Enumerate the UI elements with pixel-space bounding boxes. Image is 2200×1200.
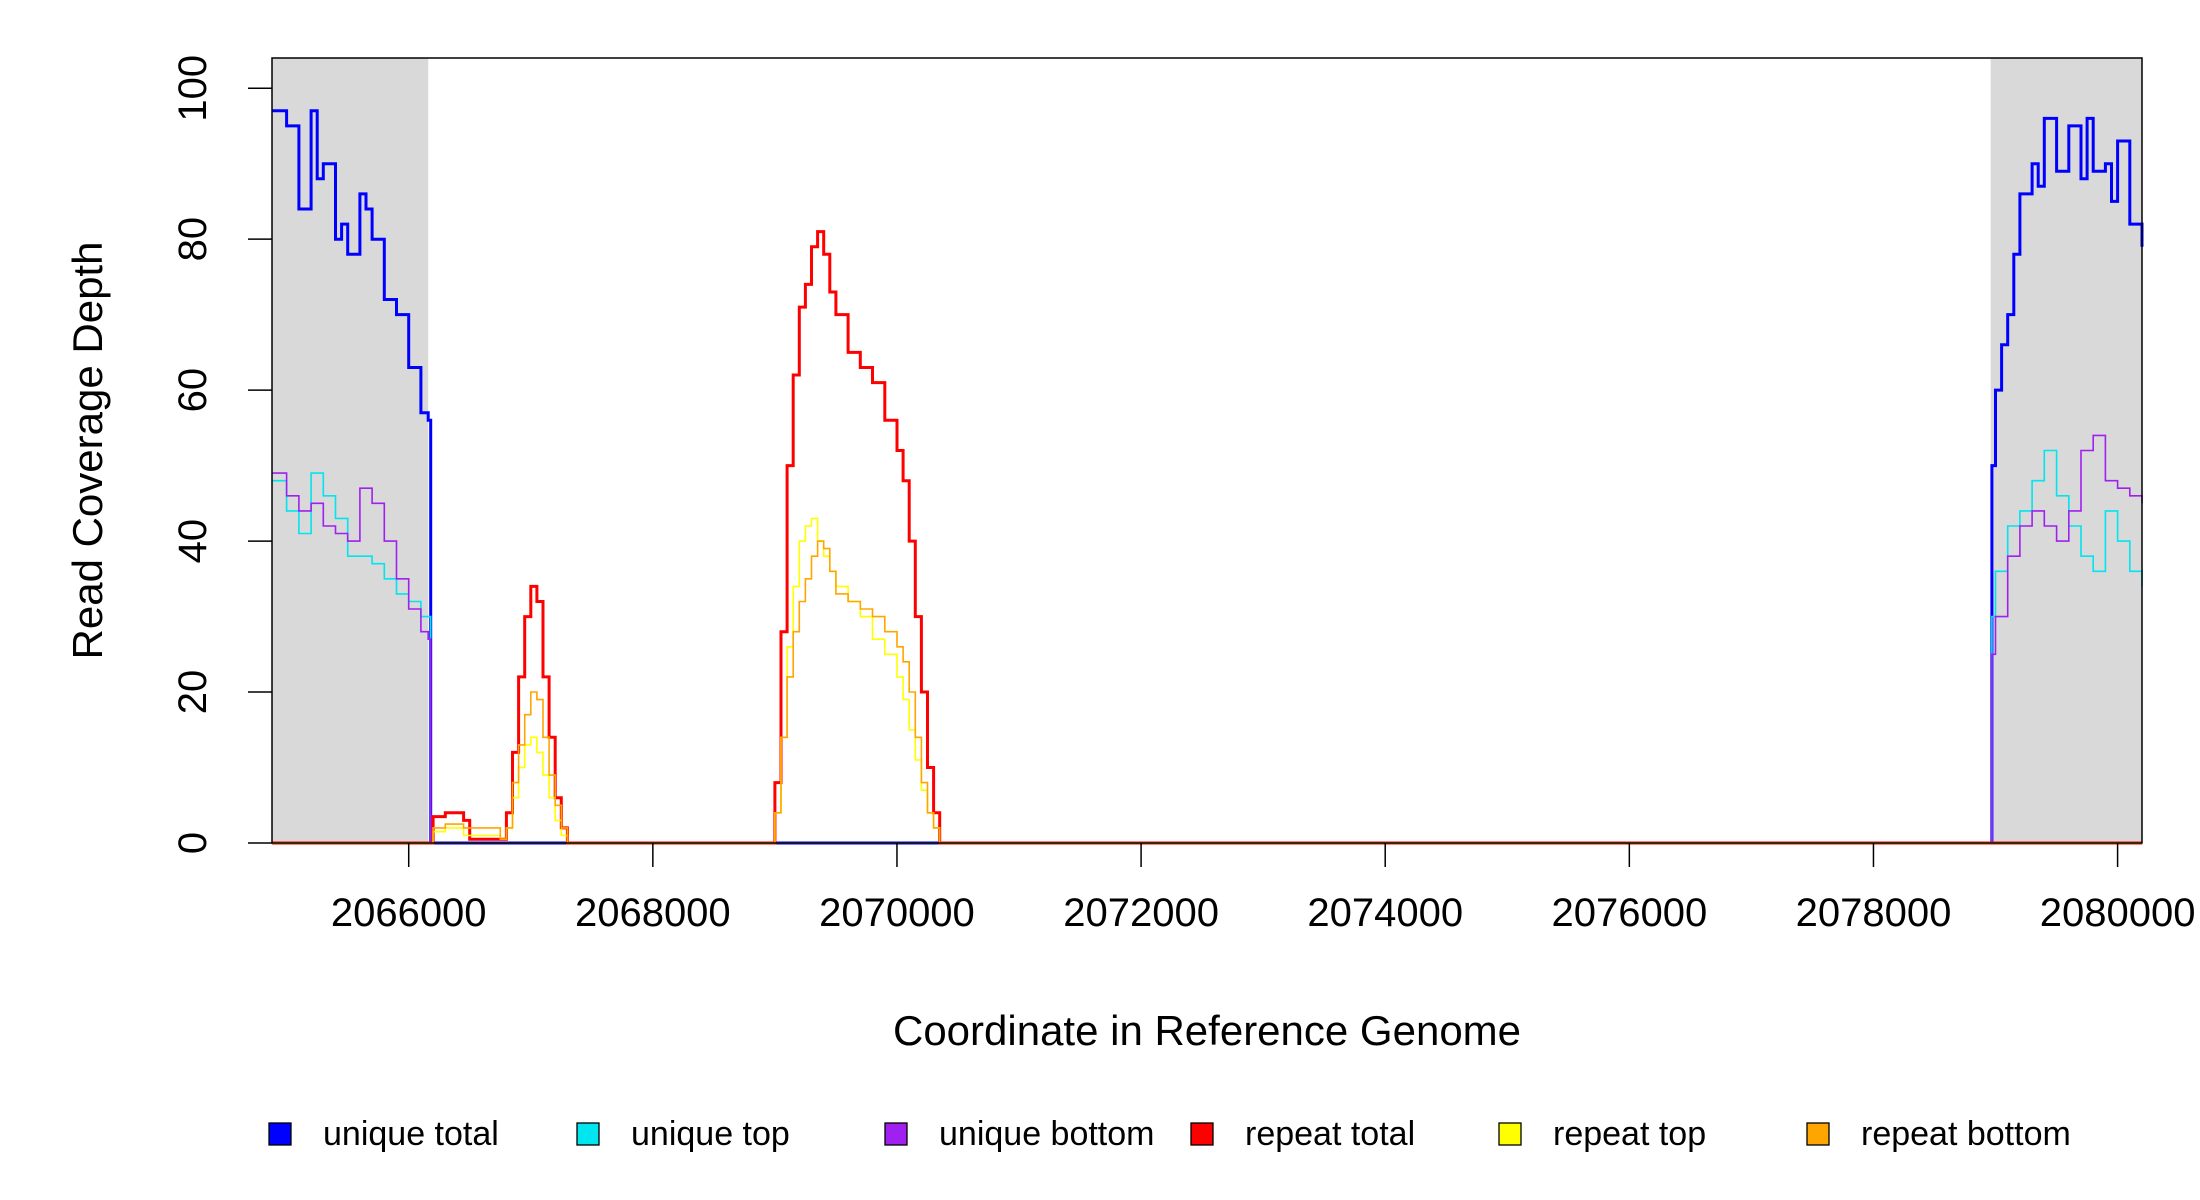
x-tick-label: 2070000 xyxy=(819,891,975,935)
legend-label: repeat total xyxy=(1245,1115,1415,1153)
y-tick-label: 40 xyxy=(171,519,215,564)
series-line-unique-bottom xyxy=(272,434,2143,844)
series-line-repeat-top xyxy=(272,517,2142,844)
y-tick-label: 100 xyxy=(171,55,215,122)
series-lines xyxy=(272,109,2144,845)
series-line-unique-total xyxy=(272,109,2144,845)
legend-label: unique total xyxy=(323,1115,499,1153)
legend-label: repeat top xyxy=(1553,1115,1706,1153)
legend-entry-unique-top: unique top xyxy=(576,1115,790,1153)
y-tick-label: 60 xyxy=(171,368,215,413)
shaded-region-2 xyxy=(1990,58,2142,843)
series-line-repeat-bottom xyxy=(272,540,2142,844)
y-tick-label: 20 xyxy=(171,670,215,715)
legend-swatch xyxy=(1806,1122,1830,1146)
series-line-unique-top xyxy=(272,449,2143,844)
shaded-region-1 xyxy=(272,58,429,843)
x-tick-label: 2078000 xyxy=(1796,891,1952,935)
series-line-repeat-total xyxy=(272,230,2142,845)
legend-entry-repeat-top: repeat top xyxy=(1498,1115,1706,1153)
x-tick-label: 2076000 xyxy=(1551,891,1707,935)
legend-swatch xyxy=(1190,1122,1214,1146)
shaded-regions xyxy=(272,58,2142,843)
legend-entry-unique-bottom: unique bottom xyxy=(884,1115,1155,1153)
legend-entry-repeat-total: repeat total xyxy=(1190,1115,1415,1153)
legend-entry-repeat-bottom: repeat bottom xyxy=(1806,1115,2071,1153)
legend-label: repeat bottom xyxy=(1861,1115,2071,1153)
y-axis: 0 20 40 60 80 100 xyxy=(171,55,272,854)
y-tick-label: 80 xyxy=(171,217,215,262)
legend-label: unique bottom xyxy=(939,1115,1155,1153)
legend: unique total unique top unique bottom repea… xyxy=(268,1115,2071,1153)
plot-frame xyxy=(271,57,2143,844)
legend-entry-unique-total: unique total xyxy=(268,1115,499,1153)
legend-swatch xyxy=(268,1122,292,1146)
y-tick-label: 0 xyxy=(171,832,215,854)
x-tick-label: 2072000 xyxy=(1063,891,1219,935)
x-axis-label: Coordinate in Reference Genome xyxy=(893,1007,1521,1054)
legend-label: unique top xyxy=(631,1115,790,1153)
legend-swatch xyxy=(576,1122,600,1146)
legend-swatch xyxy=(1498,1122,1522,1146)
y-axis-label: Read Coverage Depth xyxy=(64,242,111,660)
x-tick-label: 2066000 xyxy=(331,891,487,935)
legend-swatch xyxy=(884,1122,908,1146)
x-axis: 2066000 2068000 2070000 2072000 2074000 20760… xyxy=(331,843,2196,935)
x-tick-label: 2068000 xyxy=(575,891,731,935)
x-tick-label: 2080000 xyxy=(2040,891,2196,935)
x-tick-label: 2074000 xyxy=(1307,891,1463,935)
